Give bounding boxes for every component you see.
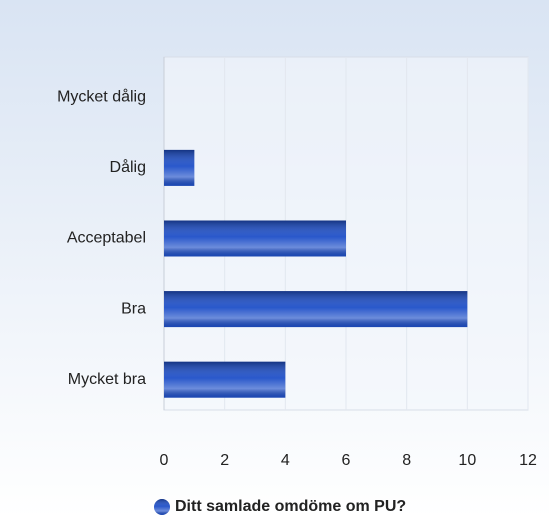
y-tick-label: Mycket bra — [68, 371, 146, 388]
x-tick-label: 8 — [402, 452, 411, 469]
y-tick-label: Mycket dålig — [57, 88, 146, 106]
x-tick-label: 12 — [519, 452, 537, 469]
y-tick-label: Dålig — [110, 158, 146, 176]
bar-shine — [164, 291, 468, 328]
x-tick-label: 10 — [458, 452, 476, 469]
x-tick-label: 0 — [160, 452, 169, 469]
legend-text: Ditt samlade omdöme om PU? — [175, 498, 406, 515]
x-tick-label: 2 — [220, 452, 229, 469]
x-tick-label: 6 — [342, 452, 351, 469]
x-tick-label: 4 — [281, 452, 290, 469]
bar-shine — [164, 361, 286, 398]
bar-shine — [164, 149, 195, 186]
bar-shine — [164, 220, 346, 257]
y-tick-label: Bra — [121, 300, 146, 317]
y-tick-label: Acceptabel — [67, 230, 146, 247]
legend-marker-shine — [154, 499, 170, 515]
